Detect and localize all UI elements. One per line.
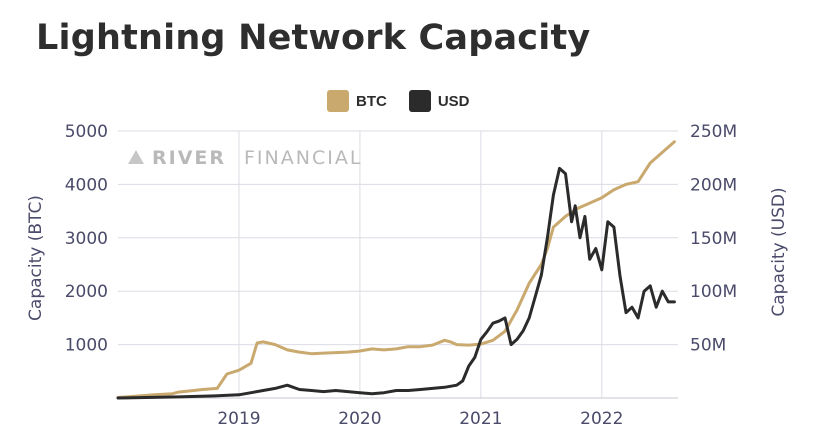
legend-label-btc: BTC <box>356 92 387 110</box>
watermark-bold: RIVER <box>152 147 226 169</box>
watermark: RIVER FINANCIAL <box>128 147 362 169</box>
left-tick-label: 5000 <box>65 122 108 142</box>
left-tick-label: 4000 <box>65 175 108 195</box>
right-tick-label: 100M <box>690 282 737 302</box>
legend-item-btc[interactable]: BTC <box>327 90 387 112</box>
legend: BTC USD <box>327 90 492 112</box>
series-lines <box>116 140 676 400</box>
right-axis-ticks: 50M 100M 150M 200M 250M <box>690 122 737 356</box>
left-axis-ticks: 1000 2000 3000 4000 5000 <box>65 122 108 356</box>
chart-title: Lightning Network Capacity <box>36 18 591 58</box>
legend-swatch-btc <box>327 90 349 112</box>
x-tick-label: 2022 <box>580 409 623 429</box>
legend-label-usd: USD <box>437 92 470 110</box>
right-tick-label: 50M <box>690 336 726 356</box>
x-tick-label: 2019 <box>217 409 260 429</box>
legend-item-usd[interactable]: USD <box>408 90 470 112</box>
right-tick-label: 250M <box>690 122 737 142</box>
grid-lines <box>118 130 678 399</box>
left-tick-label: 2000 <box>65 282 108 302</box>
right-tick-label: 200M <box>690 175 737 195</box>
x-axis-ticks: 2019 2020 2021 2022 <box>217 409 623 429</box>
left-tick-label: 1000 <box>65 336 108 356</box>
right-axis-label: Capacity (USD) <box>769 187 789 316</box>
legend-swatch-usd <box>408 90 431 112</box>
x-tick-label: 2020 <box>338 409 381 429</box>
watermark-light: FINANCIAL <box>244 147 362 169</box>
right-tick-label: 150M <box>690 229 737 249</box>
left-axis-label: Capacity (BTC) <box>26 195 46 321</box>
series-line-btc <box>116 140 676 399</box>
series-line-usd <box>116 166 676 400</box>
x-tick-label: 2021 <box>459 409 502 429</box>
left-tick-label: 3000 <box>65 229 108 249</box>
watermark-logo-icon <box>128 150 144 164</box>
